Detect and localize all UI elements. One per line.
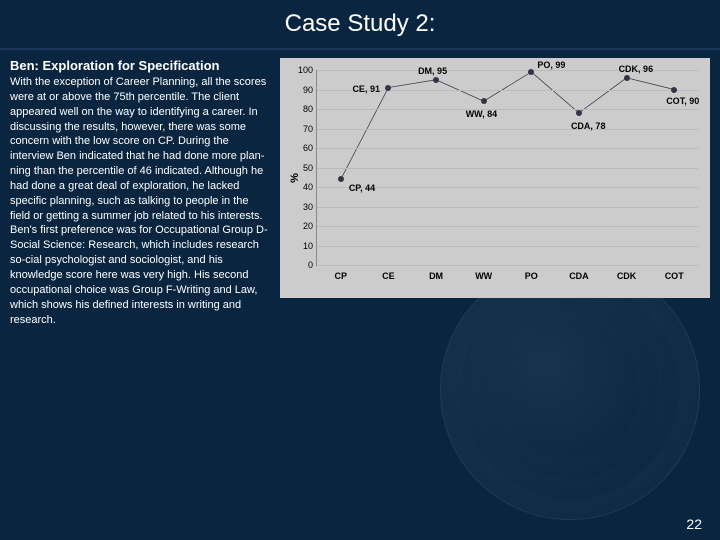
x-tick: CDK xyxy=(617,271,637,281)
data-point xyxy=(385,85,391,91)
data-point xyxy=(481,98,487,104)
y-tick: 60 xyxy=(293,143,313,153)
header: Case Study 2: xyxy=(0,0,720,50)
gridline xyxy=(317,109,698,110)
data-label: CDA, 78 xyxy=(571,121,606,131)
data-point xyxy=(671,87,677,93)
y-tick: 100 xyxy=(293,65,313,75)
gridline xyxy=(317,246,698,247)
page-number: 22 xyxy=(686,516,702,532)
data-point xyxy=(624,75,630,81)
x-tick: WW xyxy=(475,271,492,281)
data-label: CE, 91 xyxy=(352,84,380,94)
gridline xyxy=(317,265,698,266)
x-tick: CP xyxy=(335,271,348,281)
gridline xyxy=(317,148,698,149)
x-tick: PO xyxy=(525,271,538,281)
data-label: DM, 95 xyxy=(418,66,447,76)
gridline xyxy=(317,168,698,169)
y-tick: 40 xyxy=(293,182,313,192)
data-label: COT, 90 xyxy=(666,96,699,106)
data-point xyxy=(338,176,344,182)
y-tick: 90 xyxy=(293,85,313,95)
y-tick: 0 xyxy=(293,260,313,270)
data-point xyxy=(528,69,534,75)
plot-area: 0102030405060708090100CPCEDMWWPOCDACDKCO… xyxy=(316,70,698,266)
y-tick: 10 xyxy=(293,241,313,251)
gridline xyxy=(317,207,698,208)
y-tick: 30 xyxy=(293,202,313,212)
y-tick: 70 xyxy=(293,124,313,134)
paragraph-1: With the exception of Career Planning, a… xyxy=(10,75,270,223)
chart-area: % 0102030405060708090100CPCEDMWWPOCDACDK… xyxy=(288,66,702,290)
x-tick: COT xyxy=(665,271,684,281)
gridline xyxy=(317,226,698,227)
data-point xyxy=(433,77,439,83)
x-tick: CDA xyxy=(569,271,589,281)
subtitle: Ben: Exploration for Specification xyxy=(10,58,270,73)
data-label: CP, 44 xyxy=(349,183,375,193)
y-tick: 80 xyxy=(293,104,313,114)
data-label: WW, 84 xyxy=(466,109,498,119)
content-row: Ben: Exploration for Specification With … xyxy=(0,50,720,335)
data-label: CDK, 96 xyxy=(619,64,654,74)
y-tick: 20 xyxy=(293,221,313,231)
data-label: PO, 99 xyxy=(537,60,565,70)
page-title: Case Study 2: xyxy=(20,10,700,38)
y-tick: 50 xyxy=(293,163,313,173)
data-point xyxy=(576,110,582,116)
chart-container: % 0102030405060708090100CPCEDMWWPOCDACDK… xyxy=(280,58,710,298)
paragraph-2: Ben's first preference was for Occupatio… xyxy=(10,223,270,327)
x-tick: CE xyxy=(382,271,395,281)
x-tick: DM xyxy=(429,271,443,281)
text-column: Ben: Exploration for Specification With … xyxy=(10,58,270,327)
gridline xyxy=(317,129,698,130)
